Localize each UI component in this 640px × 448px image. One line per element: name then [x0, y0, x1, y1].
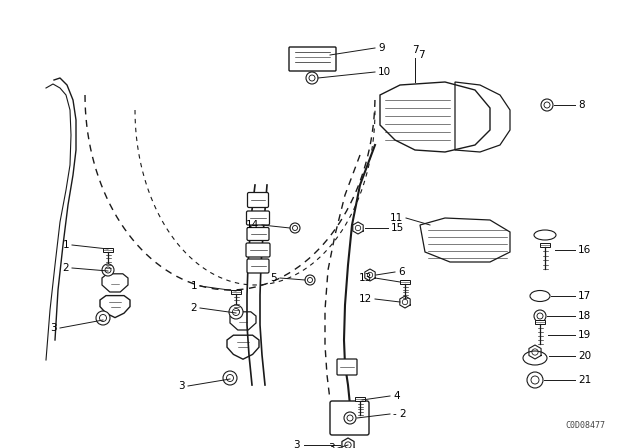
FancyBboxPatch shape	[103, 248, 113, 252]
Text: 9: 9	[378, 43, 385, 53]
FancyBboxPatch shape	[248, 193, 269, 207]
Text: 21: 21	[578, 375, 591, 385]
Text: 6: 6	[398, 267, 404, 277]
Text: 15: 15	[391, 223, 404, 233]
FancyBboxPatch shape	[330, 401, 369, 435]
Text: 3: 3	[179, 381, 185, 391]
FancyBboxPatch shape	[247, 259, 269, 273]
Circle shape	[229, 305, 243, 319]
Text: 2: 2	[62, 263, 69, 273]
FancyBboxPatch shape	[246, 211, 269, 225]
Text: 1: 1	[62, 240, 69, 250]
Circle shape	[102, 264, 114, 276]
Text: 20: 20	[578, 351, 591, 361]
Text: 4: 4	[393, 391, 399, 401]
Text: 19: 19	[578, 330, 591, 340]
Text: 13: 13	[359, 273, 372, 283]
Circle shape	[96, 311, 110, 325]
Text: 7: 7	[418, 50, 424, 60]
Circle shape	[534, 310, 546, 322]
Text: 2: 2	[190, 303, 197, 313]
Text: 3: 3	[293, 440, 300, 448]
FancyBboxPatch shape	[355, 397, 365, 401]
Text: 12: 12	[359, 294, 372, 304]
Text: 18: 18	[578, 311, 591, 321]
Circle shape	[290, 223, 300, 233]
Text: 11: 11	[390, 213, 403, 223]
Text: 7: 7	[412, 45, 419, 55]
FancyBboxPatch shape	[400, 280, 410, 284]
Text: 16: 16	[578, 245, 591, 255]
Circle shape	[306, 72, 318, 84]
Text: 14: 14	[246, 220, 259, 230]
Text: 3: 3	[328, 443, 335, 448]
Text: 17: 17	[578, 291, 591, 301]
FancyBboxPatch shape	[535, 320, 545, 324]
Circle shape	[344, 412, 356, 424]
Text: 8: 8	[578, 100, 584, 110]
FancyBboxPatch shape	[246, 243, 270, 257]
FancyBboxPatch shape	[231, 290, 241, 294]
FancyBboxPatch shape	[540, 243, 550, 247]
Circle shape	[223, 371, 237, 385]
Text: C0D08477: C0D08477	[565, 421, 605, 430]
FancyBboxPatch shape	[247, 228, 269, 241]
Text: 10: 10	[378, 67, 391, 77]
Text: 5: 5	[270, 273, 277, 283]
Circle shape	[305, 275, 315, 285]
Text: 3: 3	[51, 323, 57, 333]
Text: - 2: - 2	[393, 409, 406, 419]
Text: 1: 1	[190, 281, 197, 291]
Circle shape	[541, 99, 553, 111]
Circle shape	[527, 372, 543, 388]
FancyBboxPatch shape	[337, 359, 357, 375]
FancyBboxPatch shape	[289, 47, 336, 71]
